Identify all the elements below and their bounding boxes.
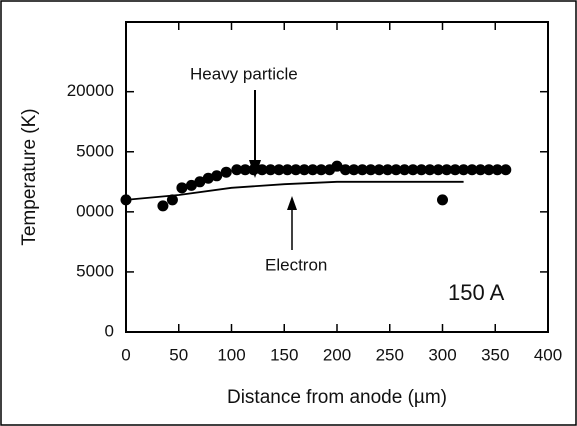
point [281,164,293,176]
point [166,194,178,206]
point [437,194,448,206]
annotation: 150 A [448,280,505,305]
point [483,164,495,176]
point [491,164,503,176]
point [185,179,197,191]
point [441,164,453,176]
y-tick-label: 0 [105,321,114,340]
x-tick-label: 200 [323,345,351,364]
point [373,164,385,176]
point [382,164,394,176]
point [415,164,427,176]
point [474,164,486,176]
x-tick-label: 100 [217,345,245,364]
point [339,164,351,176]
point [231,164,243,176]
line [125,180,464,201]
point [331,160,343,172]
point [315,164,327,176]
y-tick-label: 0000 [76,201,114,220]
x-tick-label: 250 [376,345,404,364]
point [348,164,360,176]
point [220,166,232,178]
point [298,164,310,176]
x-tick-label: 150 [270,345,298,364]
point [176,182,188,194]
point [407,164,419,176]
point [157,200,169,212]
x-tick-label: 400 [534,345,562,364]
point [273,164,285,176]
point [239,164,251,176]
y-tick-label: 5000 [76,141,114,160]
point [202,172,214,184]
point [390,164,402,176]
x-tick-label: 300 [428,345,456,364]
point [466,164,478,176]
arrow-head [287,196,297,210]
x-tick-label: 50 [169,345,188,364]
annotation: Electron [265,255,327,274]
point [265,164,277,176]
point [399,164,411,176]
point [307,164,319,176]
point [356,164,368,176]
point [500,164,512,176]
y-axis-label: Temperature (K) [19,108,40,245]
point [256,164,268,176]
point [424,164,436,176]
point [449,164,461,176]
point [365,164,377,176]
point [248,164,260,176]
x-tick-label: 350 [481,345,509,364]
point [211,170,223,182]
point [194,176,206,188]
x-tick-label: 0 [121,345,130,364]
x-axis-label: Distance from anode (µm) [227,387,447,408]
y-tick-label: 20000 [67,81,114,100]
point [458,164,470,176]
y-tick-label: 5000 [76,261,114,280]
point [290,164,302,176]
point [432,164,444,176]
annotation: Heavy particle [190,64,298,83]
